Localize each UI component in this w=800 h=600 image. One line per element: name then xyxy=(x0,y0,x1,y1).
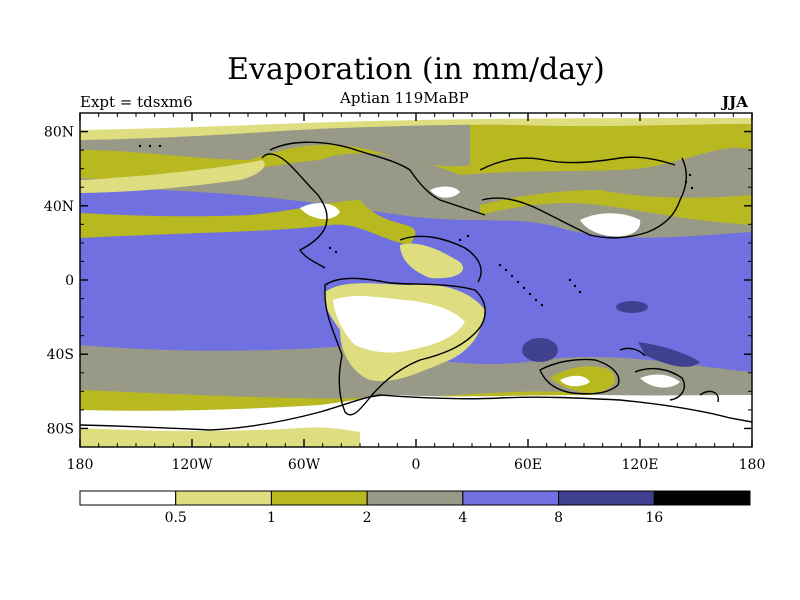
field-8-16-max-2 xyxy=(616,301,648,313)
colorbar-swatch xyxy=(175,490,272,506)
colorbar-label: 8 xyxy=(554,510,563,526)
island-dots xyxy=(138,144,694,307)
season-label: JJA xyxy=(722,93,748,111)
coast-northamerica-north xyxy=(269,141,486,216)
lon-tick-label: 120W xyxy=(171,457,213,473)
colorbar-swatch xyxy=(79,490,177,506)
lat-tick-label: 80S xyxy=(47,421,74,437)
colorbar-label: 4 xyxy=(458,510,467,526)
colorbar-label: 1 xyxy=(267,510,276,526)
coast-island-1 xyxy=(699,390,719,403)
field-0-0.5-europe xyxy=(430,186,460,198)
lon-tick-label: 0 xyxy=(412,457,421,473)
colorbar-swatch xyxy=(462,490,560,506)
field-0-0.5-asia xyxy=(580,213,641,237)
coast-asia-south xyxy=(481,157,687,239)
coast-antarctica-east xyxy=(634,367,686,401)
colorbar-swatch xyxy=(270,490,368,506)
coast-asia-north xyxy=(479,156,676,171)
field-0-0.5-namerica xyxy=(300,203,340,220)
coast-antarctica xyxy=(80,394,752,431)
coast-australia xyxy=(539,358,620,395)
field-1-2-asia xyxy=(480,190,752,225)
coast-southamerica xyxy=(324,277,486,416)
field-0.5-1-pacific-north xyxy=(80,160,265,193)
lat-tick-label: 40N xyxy=(44,199,74,215)
colorbar-label: 0.5 xyxy=(165,510,187,526)
lon-tick-label: 120E xyxy=(622,457,659,473)
field-8-16-max-1 xyxy=(522,338,558,362)
coastlines xyxy=(80,141,752,431)
field-0.5-1-africa-west xyxy=(400,243,464,279)
colorbar-swatch xyxy=(653,490,751,506)
colorbar-label: 2 xyxy=(363,510,372,526)
lon-tick-label: 60E xyxy=(514,457,542,473)
field-0.5-1-antarctica-edge xyxy=(80,427,360,447)
lat-tick-label: 40S xyxy=(47,347,74,363)
field-8-16-max-3 xyxy=(638,342,700,367)
coast-africa-north xyxy=(399,235,482,283)
lat-tick-label: 0 xyxy=(65,273,74,289)
coast-northamerica-west xyxy=(261,153,328,269)
lon-tick-label: 180 xyxy=(739,457,766,473)
colorbar-label: 16 xyxy=(645,510,663,526)
chart-title: Evaporation (in mm/day) xyxy=(227,52,605,87)
field-0-0.5-southamerica xyxy=(333,295,465,353)
coast-india-south xyxy=(619,347,646,357)
colorbar-swatch xyxy=(558,490,655,506)
map-field xyxy=(80,113,752,447)
field-0-0.5-east xyxy=(640,374,680,388)
lon-tick-label: 180 xyxy=(67,457,94,473)
field-0-0.5-australia xyxy=(560,375,590,387)
chart-subtitle: Aptian 119MaBP xyxy=(340,89,469,107)
field-0-0.5-arctic xyxy=(80,113,752,130)
colorbar: 0.5 1 2 4 8 16 xyxy=(79,490,751,526)
axis-layer: 80N 40N 0 40S 80S 180 120W 60W 0 60E 120E 180 xyxy=(44,112,766,473)
lat-tick-label: 80N xyxy=(44,125,74,141)
colorbar-swatch xyxy=(366,490,464,506)
lon-tick-label: 60W xyxy=(288,457,321,473)
experiment-label: Expt = tdsxm6 xyxy=(80,93,193,111)
